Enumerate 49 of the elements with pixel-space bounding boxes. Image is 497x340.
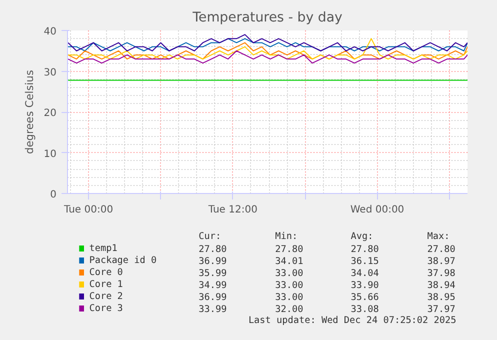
legend-label: Core 2 bbox=[89, 291, 123, 302]
text: 32.00 bbox=[275, 304, 304, 315]
text: Min: bbox=[275, 231, 298, 242]
text: 35.66 bbox=[350, 292, 380, 303]
text: 34.01 bbox=[275, 256, 304, 267]
text: Last update: Wed Dec 24 07:25:02 2025 bbox=[248, 315, 456, 326]
text: 36.99 bbox=[198, 292, 227, 303]
text: 38.95 bbox=[427, 292, 456, 303]
y-axis-title: degrees Celsius bbox=[22, 70, 36, 154]
text: 34.99 bbox=[198, 280, 227, 291]
text: 38.97 bbox=[427, 256, 456, 267]
legend-label: Core 1 bbox=[89, 279, 123, 290]
y-tick-label: 20 bbox=[44, 108, 57, 119]
x-tick-label: Tue 12:00 bbox=[207, 204, 258, 216]
line-series bbox=[68, 38, 468, 52]
legend-label: Core 0 bbox=[89, 267, 124, 278]
text: 33.99 bbox=[198, 304, 227, 315]
text: 27.80 bbox=[350, 244, 380, 255]
text: Avg: bbox=[350, 231, 374, 242]
y-tick-label: 10 bbox=[44, 148, 57, 160]
chart-title: Temperatures - by day bbox=[192, 10, 342, 26]
text: 36.15 bbox=[350, 256, 379, 267]
text: 27.80 bbox=[275, 244, 304, 255]
x-tick-label: Tue 00:00 bbox=[63, 204, 114, 216]
text: 37.97 bbox=[427, 304, 456, 315]
text: 36.99 bbox=[198, 256, 227, 267]
text: Max: bbox=[427, 231, 450, 242]
legend-label: Core 3 bbox=[89, 303, 123, 314]
text: Cur: bbox=[198, 231, 222, 242]
text: 34.04 bbox=[350, 268, 380, 279]
text: 33.00 bbox=[275, 268, 304, 279]
text: 38.94 bbox=[427, 280, 456, 291]
text: 35.99 bbox=[198, 268, 227, 279]
y-tick-label: 30 bbox=[44, 67, 57, 78]
text: 33.90 bbox=[350, 280, 380, 291]
y-tick-label: 0 bbox=[50, 190, 57, 200]
text: 33.08 bbox=[350, 304, 380, 315]
legend-label: temp1 bbox=[89, 243, 118, 254]
text: 27.80 bbox=[427, 244, 456, 255]
line-series bbox=[68, 34, 468, 52]
legend-label: Package id 0 bbox=[89, 255, 158, 266]
text: 27.80 bbox=[198, 244, 228, 255]
line-series bbox=[68, 38, 468, 60]
x-tick-label: Wed 00:00 bbox=[350, 204, 404, 216]
text: 33.00 bbox=[275, 292, 304, 303]
text: 37.98 bbox=[427, 268, 456, 279]
y-tick-label: 40 bbox=[44, 26, 57, 38]
line-series bbox=[68, 50, 468, 64]
text: 33.00 bbox=[275, 280, 304, 291]
